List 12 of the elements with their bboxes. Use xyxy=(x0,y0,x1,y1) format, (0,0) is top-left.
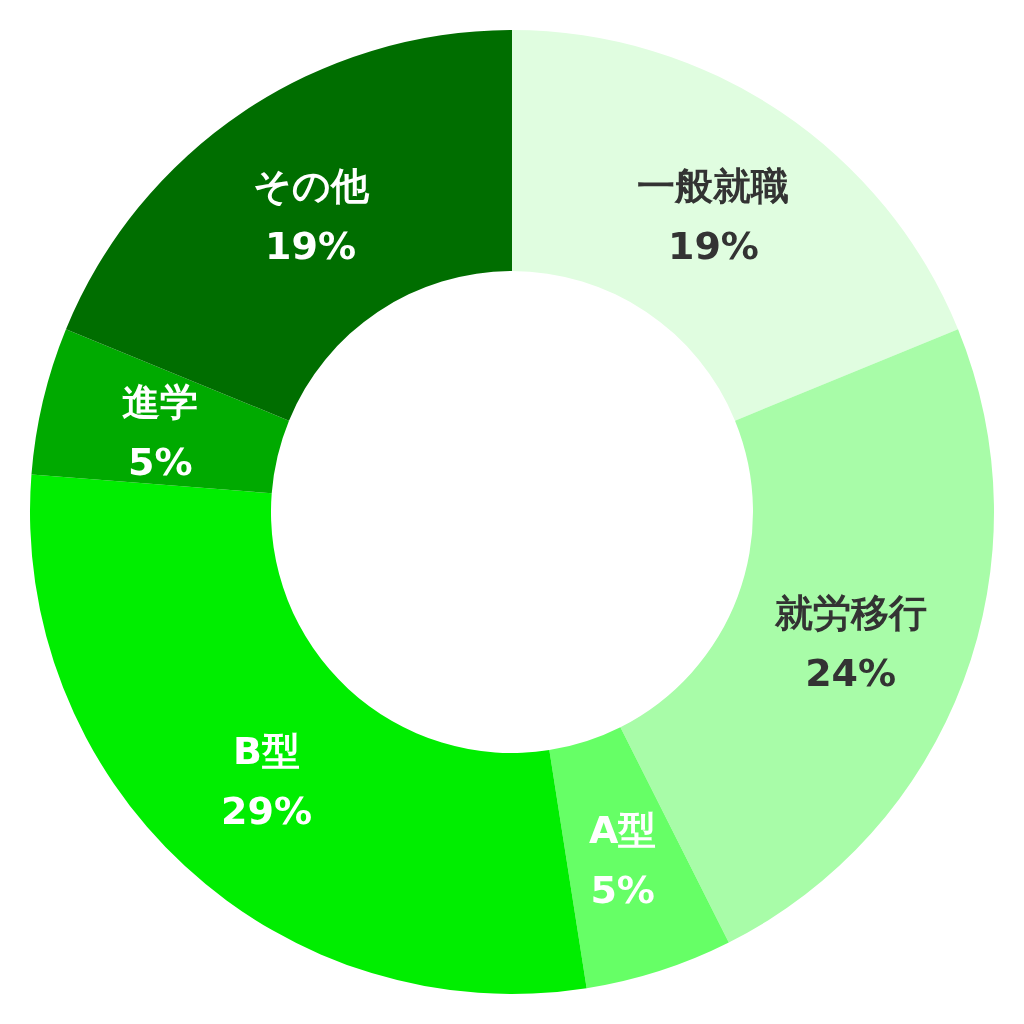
data-label: 19% xyxy=(265,223,357,268)
data-label: 5% xyxy=(590,868,655,913)
data-label: 19% xyxy=(667,223,759,268)
slice-label: その他 xyxy=(252,163,370,208)
slice-label: 就労移行 xyxy=(773,590,927,635)
slice-label: 一般就職 xyxy=(637,163,790,208)
slice-label: A型 xyxy=(588,808,657,853)
slice-label: 進学 xyxy=(122,380,199,425)
slice-label: B型 xyxy=(233,729,300,774)
data-label: 29% xyxy=(221,789,312,834)
data-label: 24% xyxy=(805,650,897,695)
data-label: 5% xyxy=(128,440,193,485)
